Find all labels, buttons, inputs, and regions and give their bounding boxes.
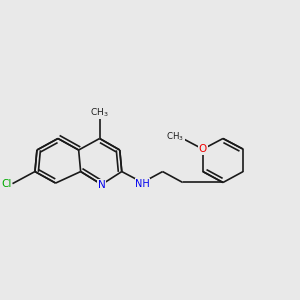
Text: N: N <box>98 179 106 190</box>
Text: CH$_3$: CH$_3$ <box>166 131 184 143</box>
Text: CH$_3$: CH$_3$ <box>90 106 109 119</box>
Text: O: O <box>199 144 207 154</box>
Text: Cl: Cl <box>2 178 12 189</box>
Text: NH: NH <box>135 179 150 189</box>
